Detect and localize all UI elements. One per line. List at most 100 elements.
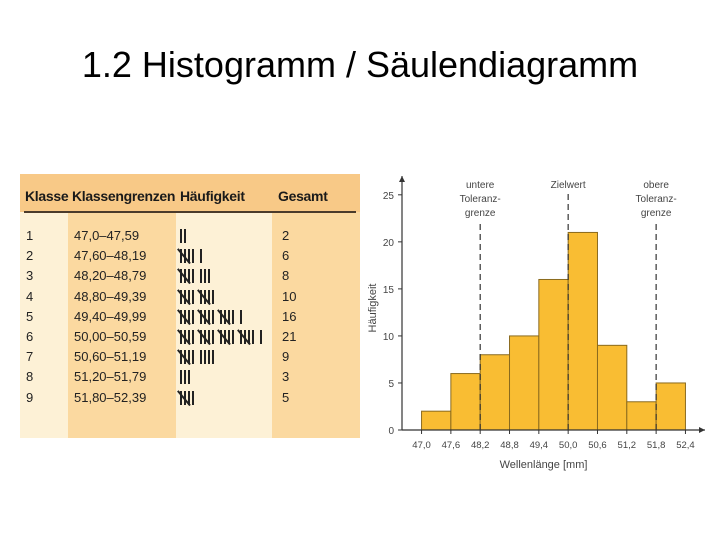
cell-klasse: 8 [26, 369, 34, 385]
table-row: 4 48,80–49,39 10 [20, 287, 360, 307]
tally-stroke [192, 309, 194, 324]
tally-stroke [188, 289, 190, 304]
tally-stroke [180, 289, 182, 304]
histogram-bar [655, 382, 686, 431]
histogram-bar [509, 335, 540, 431]
tally-stroke [220, 330, 222, 344]
tally-stroke [208, 289, 210, 304]
tally-stroke [212, 350, 214, 365]
tally-stroke [212, 289, 214, 304]
cell-klasse: 6 [26, 329, 34, 344]
cell-klassengrenzen: 51,80–52,39 [74, 389, 147, 405]
table-row: 2 47,60–48,19 6 [20, 246, 360, 266]
tally-stroke [180, 249, 182, 264]
reference-line-label: grenze [641, 208, 672, 219]
cell-gesamt: 16 [282, 308, 297, 324]
cell-klasse: 1 [26, 228, 34, 243]
y-tick-label: 10 [383, 332, 395, 343]
histogram-bar [626, 401, 657, 431]
x-tick-label: 47,6 [442, 440, 461, 451]
header-haeufigkeit: Häufigkeit [180, 188, 245, 204]
reference-line-label: Zielwert [551, 180, 586, 191]
tally-stroke [240, 330, 242, 344]
y-tick-label: 0 [388, 426, 394, 437]
tally-stroke [180, 330, 182, 344]
histogram-chart: 0 5 10 15 20 25 47,0 47,6 48,2 48,8 49,4 50,0 50,6 51… [367, 176, 705, 471]
tally-stroke [180, 390, 182, 405]
cell-gesamt: 2 [282, 228, 290, 243]
cell-gesamt: 5 [282, 389, 290, 405]
cell-klasse: 9 [26, 389, 34, 405]
tally-stroke [232, 309, 234, 324]
tally-stroke [200, 249, 202, 264]
x-axis-label: Wellenlänge [mm] [500, 459, 588, 471]
cell-gesamt: 10 [282, 288, 297, 304]
tally-stroke [208, 309, 210, 324]
reference-line-label: Toleranz- [460, 194, 501, 205]
cell-klasse: 5 [26, 308, 34, 324]
cell-gesamt: 9 [282, 349, 290, 365]
y-tick-label: 20 [383, 238, 395, 249]
x-tick-label: 52,4 [676, 440, 695, 451]
tally-stroke [228, 330, 230, 344]
cell-klassengrenzen: 48,80–49,39 [74, 288, 147, 304]
cell-klasse: 2 [26, 248, 34, 264]
histogram-bar [596, 344, 628, 431]
table-header [20, 174, 360, 212]
frequency-table: Klasse Klassengrenzen Häufigkeit Gesamt … [20, 174, 360, 438]
x-tick-label: 48,2 [471, 440, 490, 451]
slide-title: 1.2 Histogramm / Säulendiagramm [81, 44, 639, 85]
cell-klassengrenzen: 50,00–50,59 [74, 329, 147, 344]
histogram-bar [479, 354, 511, 431]
tally-stroke [188, 390, 190, 405]
tally-stroke [212, 309, 214, 324]
tally-stroke [192, 269, 194, 284]
y-tick-label: 5 [388, 379, 394, 390]
x-tick-label: 50,6 [588, 440, 607, 451]
x-tick-label: 51,2 [618, 440, 637, 451]
cell-klasse: 7 [26, 349, 34, 365]
tally-stroke [240, 309, 242, 324]
y-tick-label: 15 [383, 285, 395, 296]
tally-stroke [188, 269, 190, 284]
cell-gesamt: 21 [282, 329, 297, 344]
tally-stroke [192, 330, 194, 344]
x-axis-arrow [699, 427, 705, 433]
x-tick-label: 47,0 [412, 440, 431, 451]
column-shade-klassengrenzen [68, 174, 176, 438]
tally-stroke [192, 249, 194, 264]
tally-stroke [200, 269, 202, 284]
x-tick-label: 48,8 [500, 440, 519, 451]
tally-stroke [208, 269, 210, 284]
tally-stroke [184, 229, 186, 243]
tally-stroke [212, 330, 214, 344]
cell-klassengrenzen: 47,60–48,19 [74, 248, 147, 264]
tally-stroke [252, 330, 254, 344]
table-header-divider [24, 211, 356, 213]
tally-stroke [180, 350, 182, 365]
reference-line-label: grenze [465, 208, 496, 219]
cell-klassengrenzen: 48,20–48,79 [74, 268, 147, 284]
tally-stroke [180, 269, 182, 284]
tally-stroke [200, 289, 202, 304]
tally-stroke [192, 289, 194, 304]
tally-stroke [192, 390, 194, 405]
table-row: 8 51,20–51,79 3 [20, 367, 360, 387]
tally-stroke [192, 350, 194, 365]
cell-klassengrenzen: 49,40–49,99 [74, 308, 147, 324]
histogram-bar [567, 231, 598, 431]
cell-klassengrenzen: 47,0–47,59 [74, 228, 140, 243]
tally-stroke [200, 350, 202, 365]
table-row: 7 50,60–51,19 9 [20, 347, 360, 367]
tally-stroke [204, 350, 206, 365]
table-row: 1 47,0–47,59 2 [20, 226, 360, 246]
cell-gesamt: 6 [282, 248, 290, 264]
header-klassengrenzen: Klassengrenzen [72, 188, 176, 204]
y-axis-arrow [399, 176, 405, 182]
histogram-bar [450, 373, 481, 431]
reference-line-label: untere [466, 180, 495, 191]
tally-stroke [188, 330, 190, 344]
header-klasse: Klasse [25, 188, 69, 204]
y-tick-label: 25 [383, 191, 395, 202]
tally-stroke [188, 309, 190, 324]
